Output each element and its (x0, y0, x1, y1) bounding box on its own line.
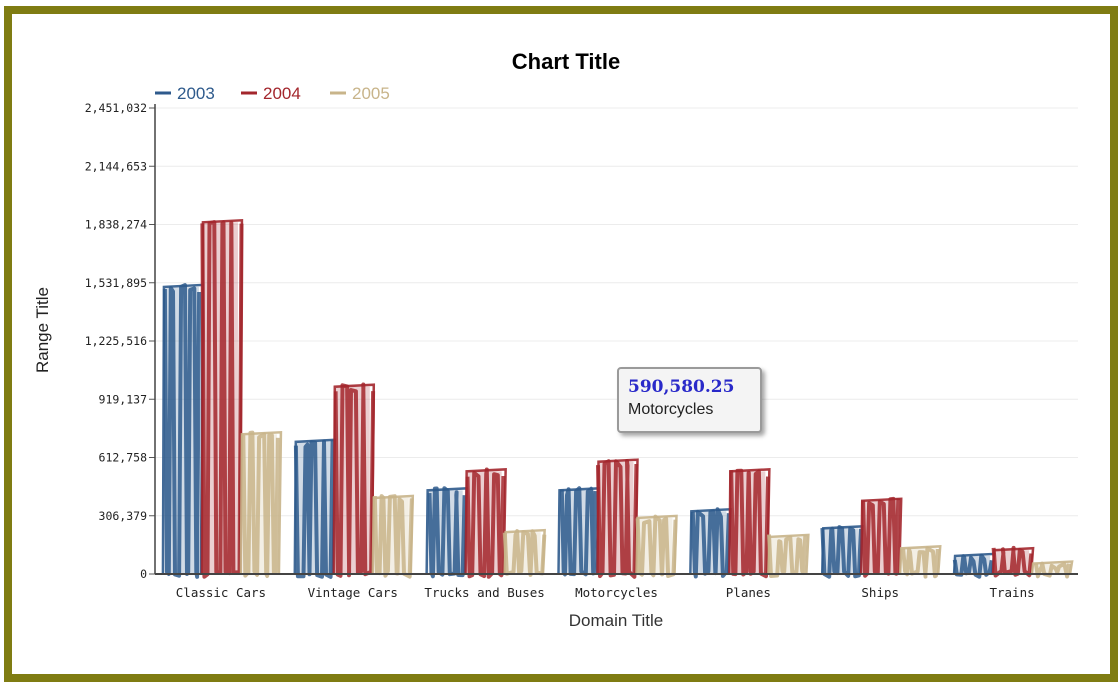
bars (161, 218, 1074, 579)
chart-title: Chart Title (512, 49, 620, 74)
bar-2004[interactable] (859, 496, 903, 578)
bar-2004[interactable] (332, 382, 376, 578)
bar-2005[interactable] (767, 533, 810, 578)
y-axis: 0 306,379 612,758 919,137 1,225,516 1,531,895… (85, 101, 156, 581)
legend-label: 2004 (263, 84, 301, 103)
bar-2005[interactable] (502, 528, 547, 577)
tooltip: 590,580.25 Motorcycles (617, 367, 762, 433)
bar-2003[interactable] (820, 525, 864, 579)
tooltip-value: 590,580.25 (628, 377, 735, 397)
x-axis: Classic Cars Vintage Cars Trucks and Buses… (155, 573, 1078, 600)
y-tick-label: 2,144,653 (85, 159, 147, 173)
legend-item-2004[interactable]: 2004 (241, 84, 301, 103)
x-tick-label: Classic Cars (176, 585, 266, 600)
x-tick-label: Ships (861, 585, 899, 600)
tooltip-label: Motorcycles (628, 401, 714, 418)
legend-item-2005[interactable]: 2005 (330, 84, 390, 103)
bar-2005[interactable] (898, 545, 942, 579)
x-tick-label: Trucks and Buses (424, 585, 544, 600)
bar-2003[interactable] (689, 507, 732, 579)
x-tick-label: Motorcycles (575, 585, 658, 600)
x-tick-label: Vintage Cars (308, 585, 398, 600)
x-tick-label: Trains (989, 585, 1034, 600)
bar-2004[interactable] (728, 468, 771, 579)
bar-2005[interactable] (239, 430, 283, 578)
gridlines (155, 107, 1078, 517)
y-tick-label: 1,531,895 (85, 276, 147, 290)
y-tick-label: 0 (140, 567, 147, 581)
bar-2005[interactable] (371, 494, 415, 579)
bar-2005[interactable] (1030, 560, 1074, 579)
bar-2004[interactable] (991, 545, 1035, 578)
bar-2004[interactable] (596, 458, 639, 579)
bar-2004[interactable] (200, 218, 244, 579)
x-tick-label: Planes (726, 585, 771, 600)
bar-2003[interactable] (161, 283, 205, 579)
x-axis-title: Domain Title (569, 611, 663, 630)
bar-2003[interactable] (425, 486, 468, 579)
legend-label: 2003 (177, 84, 215, 103)
bar-2003[interactable] (293, 438, 337, 579)
y-tick-label: 919,137 (99, 392, 148, 406)
y-axis-title: Range Title (33, 287, 52, 373)
y-tick-label: 306,379 (99, 509, 148, 523)
legend-item-2003[interactable]: 2003 (155, 84, 215, 103)
legend[interactable]: 2003 2004 2005 (155, 84, 390, 103)
y-tick-label: 1,838,274 (85, 218, 147, 232)
legend-label: 2005 (352, 84, 390, 103)
y-tick-label: 2,451,032 (85, 101, 147, 115)
bar-2004[interactable] (464, 467, 507, 579)
bar-2003[interactable] (557, 486, 600, 577)
y-tick-label: 1,225,516 (85, 334, 147, 348)
bar-2005[interactable] (635, 514, 678, 578)
y-tick-label: 612,758 (99, 451, 148, 465)
